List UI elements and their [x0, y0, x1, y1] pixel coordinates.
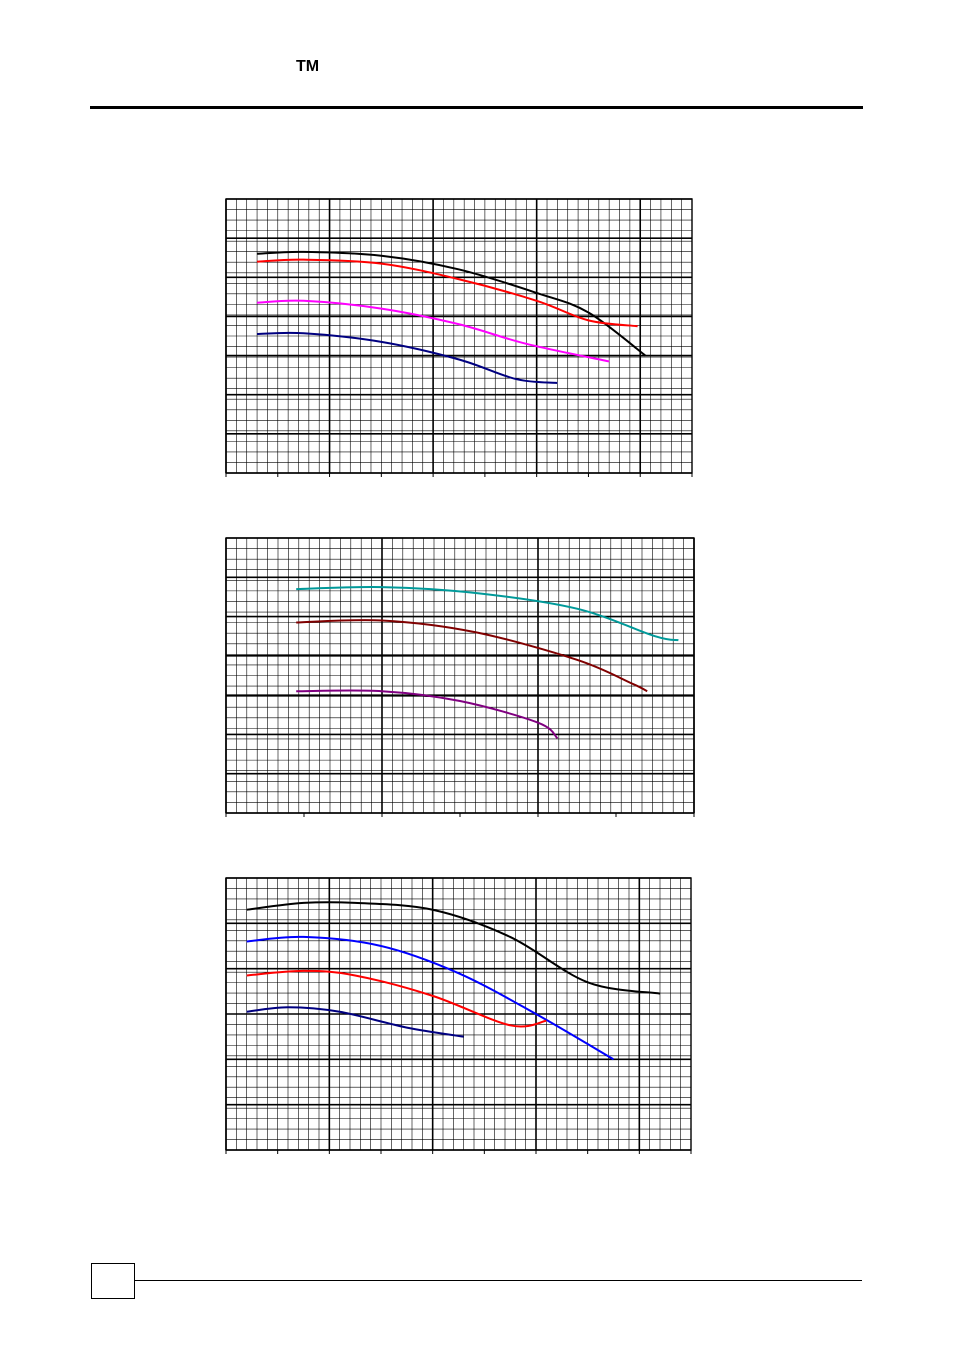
header-divider — [90, 106, 863, 109]
series-line-1 — [246, 901, 661, 995]
page-number-box — [91, 1263, 135, 1299]
chart-1 — [225, 198, 693, 477]
chart-2 — [225, 537, 695, 817]
series-line-4 — [257, 331, 558, 384]
series-line-4 — [246, 1006, 464, 1038]
series-line-2 — [246, 935, 615, 1061]
series-line-1 — [296, 585, 679, 642]
series-line-2 — [296, 619, 648, 693]
trademark-mark: TM — [296, 58, 320, 75]
series-line-3 — [246, 969, 547, 1028]
grid — [225, 537, 695, 814]
series-line-3 — [257, 299, 610, 363]
series-line-3 — [296, 689, 559, 740]
series-line-2 — [257, 258, 638, 328]
grid — [225, 877, 692, 1151]
plot-frame — [225, 537, 695, 814]
series-line-1 — [257, 250, 647, 357]
plot-frame — [225, 877, 692, 1151]
chart-3 — [225, 877, 692, 1154]
plot-frame — [225, 198, 693, 474]
footer-divider — [135, 1280, 862, 1281]
